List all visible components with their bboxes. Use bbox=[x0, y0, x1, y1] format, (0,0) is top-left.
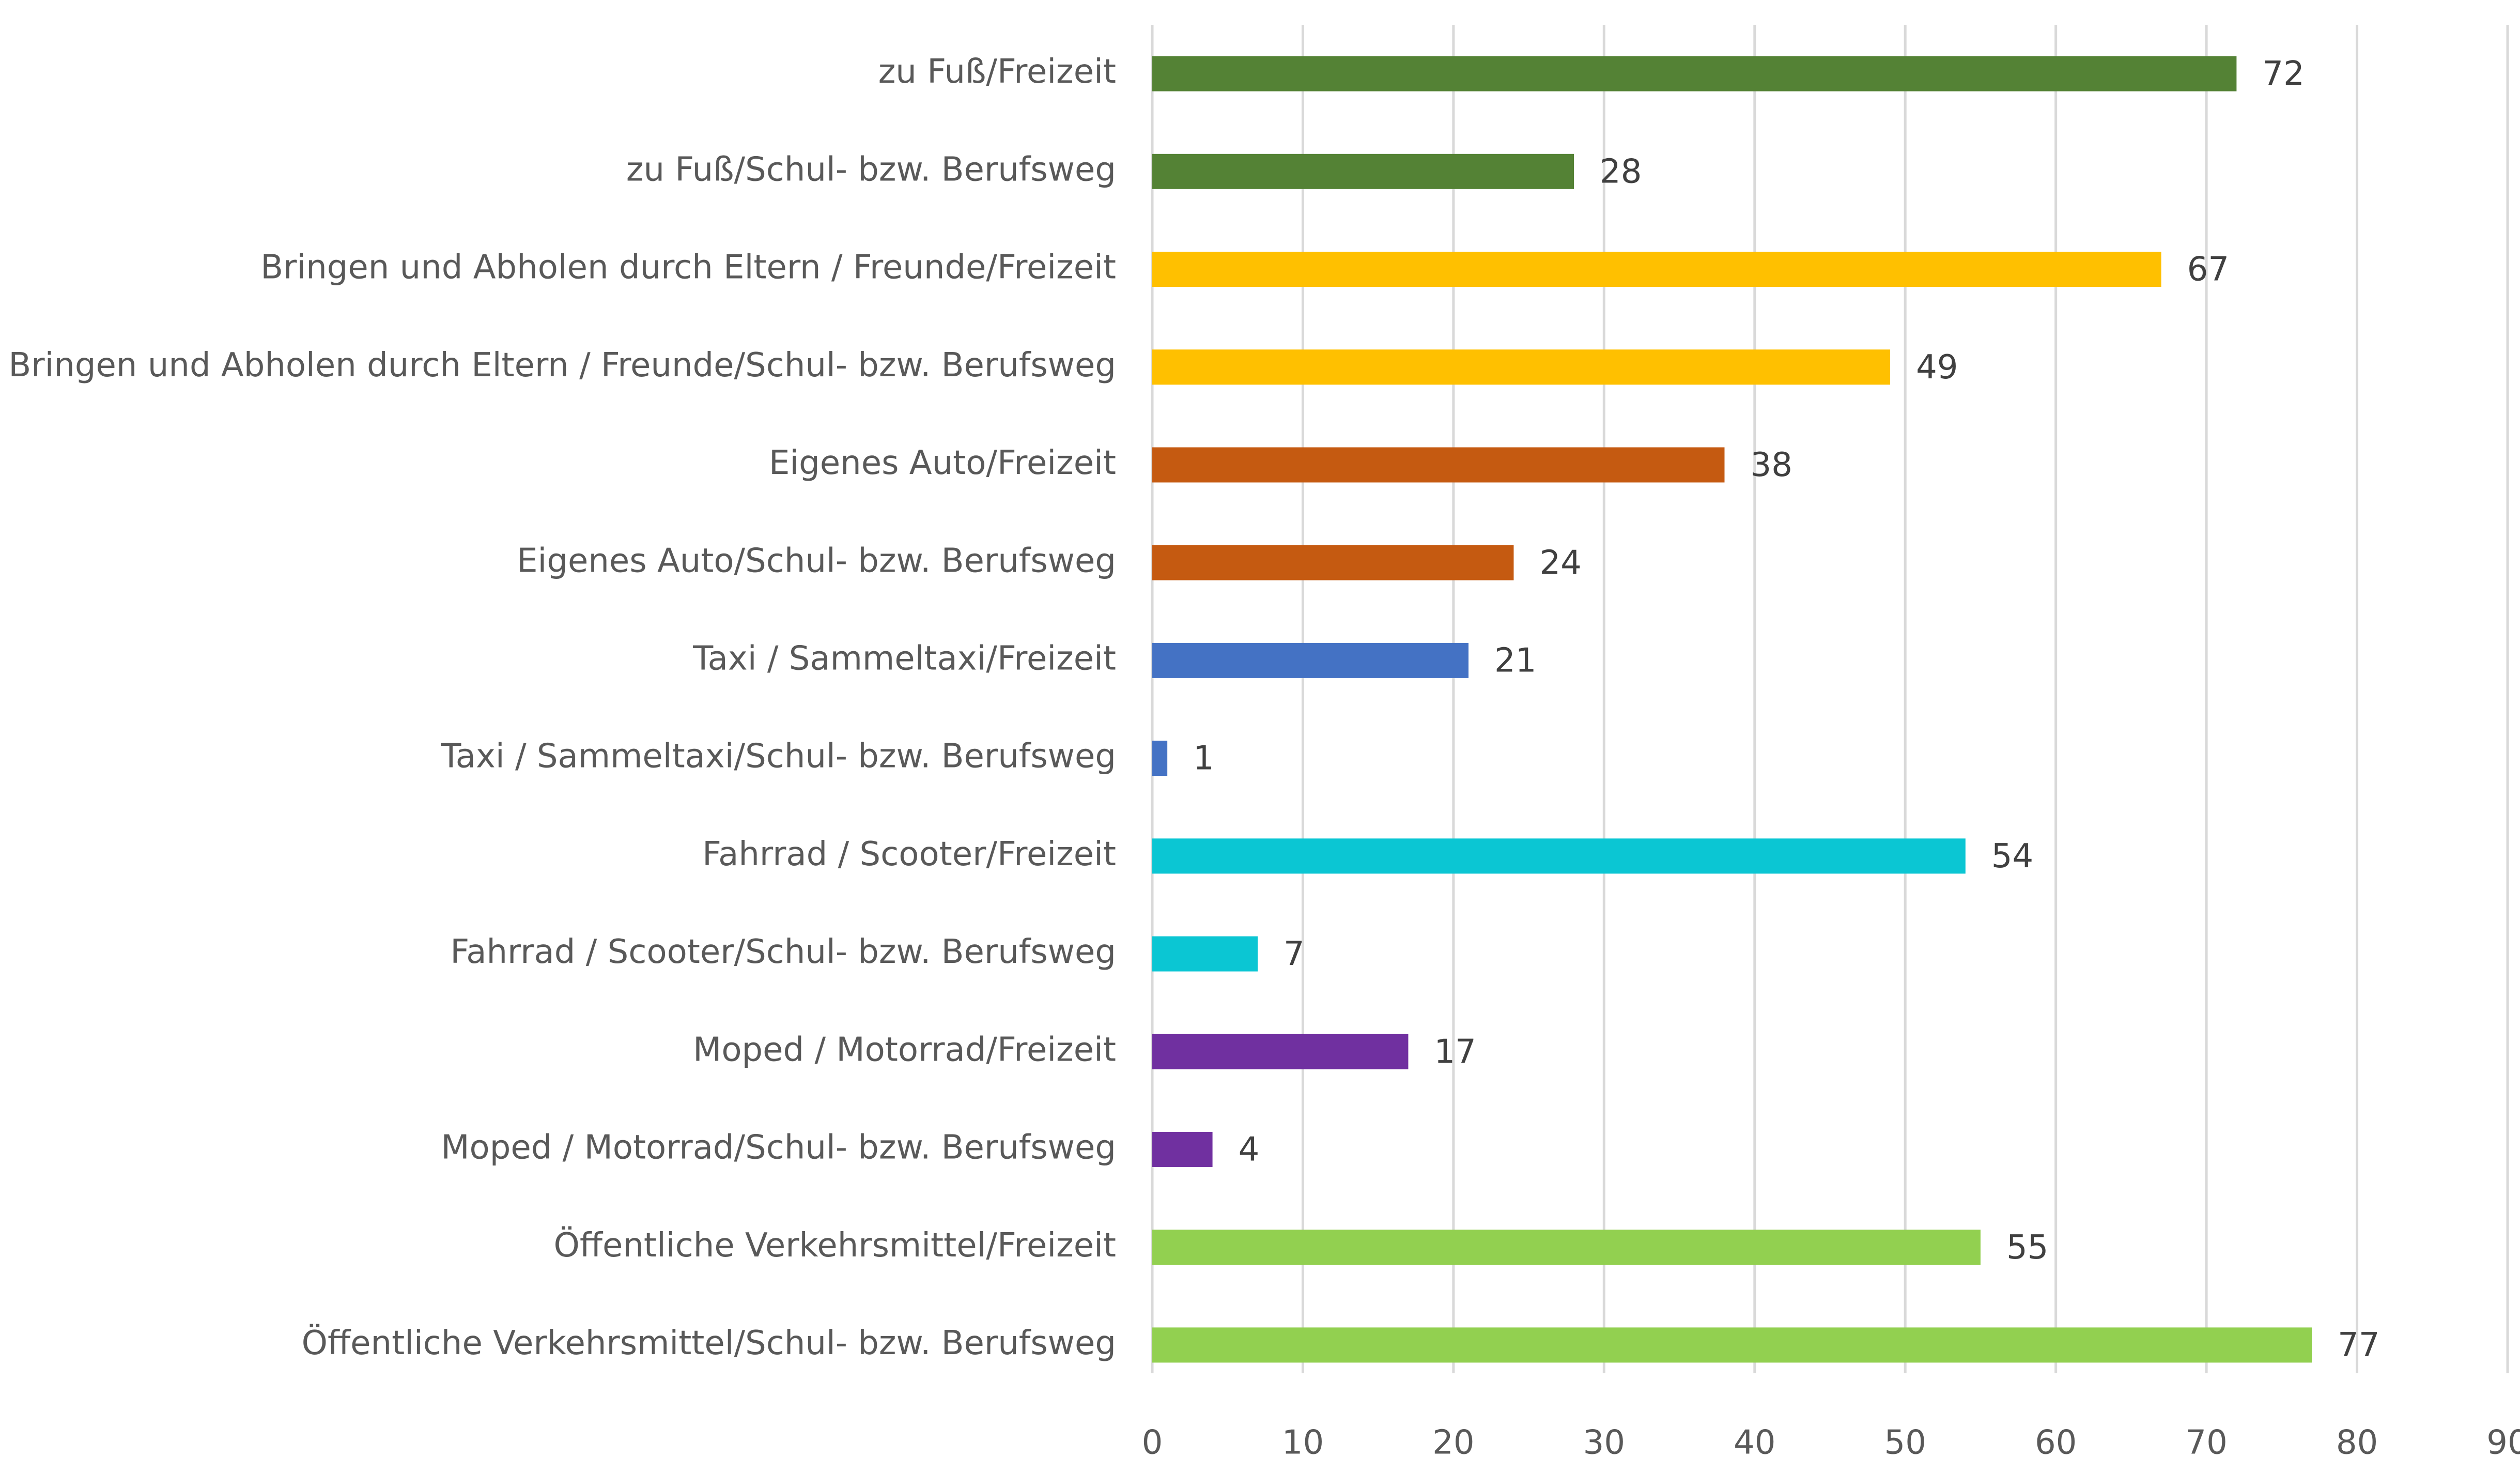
y-tick-label: Bringen und Abholen durch Eltern / Freun… bbox=[8, 346, 1116, 385]
x-tick-label: 80 bbox=[2336, 1424, 2378, 1457]
bar bbox=[1152, 154, 1574, 189]
bar bbox=[1152, 447, 1725, 483]
y-tick-label: zu Fuß/Schul- bzw. Berufsweg bbox=[626, 150, 1116, 189]
y-tick-label: Taxi / Sammeltaxi/Schul- bzw. Berufsweg bbox=[440, 738, 1116, 776]
y-tick-label: Fahrrad / Scooter/Schul- bzw. Berufsweg bbox=[450, 933, 1116, 971]
y-tick-label: Eigenes Auto/Schul- bzw. Berufsweg bbox=[517, 542, 1116, 580]
y-tick-label: Moped / Motorrad/Schul- bzw. Berufsweg bbox=[441, 1129, 1116, 1167]
x-tick-label: 0 bbox=[1142, 1424, 1163, 1457]
x-tick-label: 30 bbox=[1583, 1424, 1625, 1457]
data-label: 72 bbox=[2262, 55, 2304, 93]
data-label: 4 bbox=[1239, 1131, 1260, 1169]
bar bbox=[1152, 1034, 1409, 1069]
data-label: 24 bbox=[1539, 544, 1581, 582]
bar bbox=[1152, 1230, 1981, 1265]
x-tick-label: 40 bbox=[1734, 1424, 1775, 1457]
data-label: 67 bbox=[2187, 251, 2229, 289]
data-label: 17 bbox=[1434, 1033, 1476, 1071]
data-label: 55 bbox=[2006, 1229, 2048, 1267]
bar bbox=[1152, 1327, 2312, 1363]
x-tick-label: 20 bbox=[1432, 1424, 1474, 1457]
bar bbox=[1152, 936, 1258, 972]
bar bbox=[1152, 545, 1514, 580]
bar bbox=[1152, 349, 1891, 385]
y-tick-label: Taxi / Sammeltaxi/Freizeit bbox=[692, 639, 1116, 678]
x-tick-label: 70 bbox=[2185, 1424, 2227, 1457]
data-label: 1 bbox=[1193, 740, 1214, 778]
data-label: 49 bbox=[1916, 348, 1958, 387]
data-label: 28 bbox=[1600, 152, 1642, 191]
data-label: 7 bbox=[1284, 935, 1305, 973]
x-tick-label: 90 bbox=[2486, 1424, 2520, 1457]
y-tick-label: Fahrrad / Scooter/Freizeit bbox=[702, 835, 1116, 873]
y-tick-label: Moped / Motorrad/Freizeit bbox=[693, 1031, 1116, 1069]
y-tick-label: Öffentliche Verkehrsmittel/Schul- bzw. B… bbox=[302, 1324, 1116, 1362]
y-tick-label: Öffentliche Verkehrsmittel/Freizeit bbox=[554, 1226, 1117, 1265]
bar bbox=[1152, 1131, 1213, 1167]
x-tick-label: 60 bbox=[2035, 1424, 2077, 1457]
data-label: 54 bbox=[1991, 837, 2033, 876]
x-tick-label: 50 bbox=[1884, 1424, 1926, 1457]
data-label: 38 bbox=[1750, 446, 1792, 484]
x-tick-label: 10 bbox=[1282, 1424, 1324, 1457]
bar bbox=[1152, 838, 1966, 874]
y-tick-label: Eigenes Auto/Freizeit bbox=[769, 444, 1116, 482]
bar bbox=[1152, 252, 2161, 287]
data-label: 77 bbox=[2338, 1326, 2379, 1364]
y-tick-label: zu Fuß/Freizeit bbox=[878, 53, 1116, 91]
bar bbox=[1152, 741, 1168, 776]
y-tick-label: Bringen und Abholen durch Eltern / Freun… bbox=[260, 249, 1116, 287]
data-label: 21 bbox=[1494, 641, 1536, 680]
bar bbox=[1152, 642, 1469, 678]
bar bbox=[1152, 56, 2237, 91]
